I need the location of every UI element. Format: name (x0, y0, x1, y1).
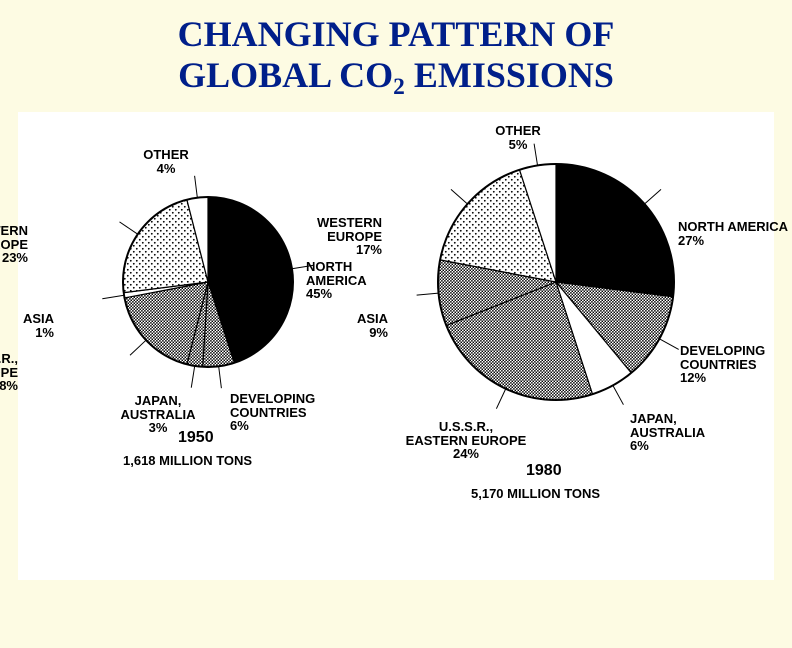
title-sub: 2 (393, 74, 405, 100)
chart_1980-year: 1980 (526, 462, 562, 480)
chart_1980-label-3: U.S.S.R.,EASTERN EUROPE24% (406, 420, 527, 461)
page-title: CHANGING PATTERN OF GLOBAL CO2 EMISSIONS (0, 0, 792, 97)
chart-panel: NORTHAMERICA45%DEVELOPINGCOUNTRIES6%JAPA… (18, 112, 774, 580)
chart_1980-leader-4 (417, 293, 439, 295)
chart_1980-pie (18, 112, 774, 580)
chart_1980-label-2: JAPAN,AUSTRALIA6% (630, 412, 705, 453)
title-line2-pre: GLOBAL CO (178, 55, 393, 95)
chart_1980-label-1: DEVELOPINGCOUNTRIES12% (680, 344, 765, 385)
chart_1980-leader-1 (659, 339, 678, 350)
chart_1980-leader-0 (645, 189, 662, 204)
chart_1980-slice-0 (556, 164, 674, 297)
chart_1980-leader-5 (451, 189, 468, 204)
chart_1980-label-5: WESTERNEUROPE17% (317, 216, 382, 257)
chart_1950-label-3: U.S.S.R.,EASTERN EUROPE18% (0, 352, 18, 393)
chart_1980-label-0: NORTH AMERICA27% (678, 220, 788, 247)
chart_1980-label-4: ASIA9% (357, 312, 388, 339)
chart_1980-leader-2 (613, 385, 624, 404)
chart_1980-leader-3 (496, 389, 505, 409)
title-line2-post: EMISSIONS (405, 55, 614, 95)
title-line1: CHANGING PATTERN OF (178, 14, 615, 54)
chart_1980-label-6: OTHER5% (495, 124, 541, 151)
chart_1980-caption: 5,170 MILLION TONS (471, 486, 600, 501)
